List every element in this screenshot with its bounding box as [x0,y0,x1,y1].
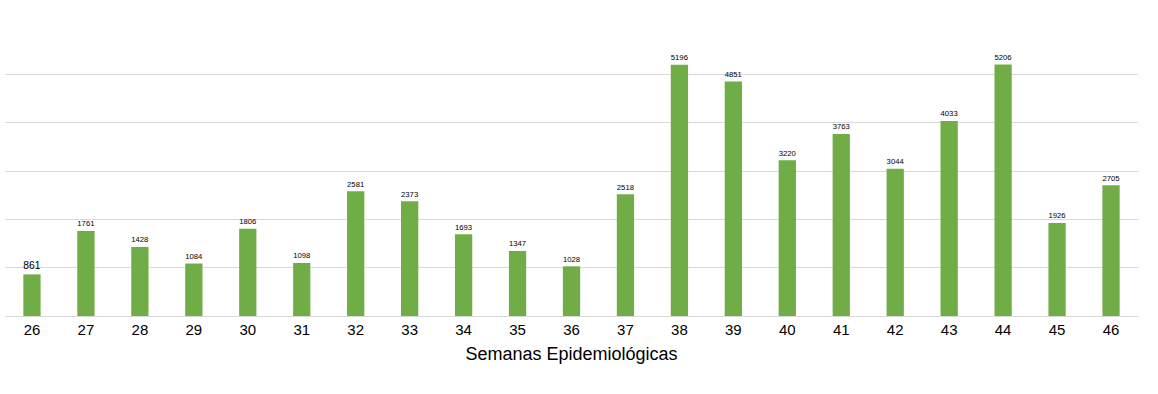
svg-text:1098: 1098 [293,251,310,260]
svg-text:44: 44 [995,321,1012,338]
svg-text:46: 46 [1103,321,1120,338]
svg-text:39: 39 [725,321,742,338]
svg-text:861: 861 [23,260,40,271]
svg-text:5206: 5206 [995,53,1012,62]
svg-text:38: 38 [671,321,688,338]
svg-text:37: 37 [617,321,634,338]
svg-text:1428: 1428 [131,235,148,244]
svg-text:5196: 5196 [671,53,688,62]
svg-text:2705: 2705 [1102,174,1119,183]
svg-text:27: 27 [78,321,95,338]
svg-text:45: 45 [1049,321,1066,338]
svg-text:2373: 2373 [401,190,418,199]
svg-text:4851: 4851 [725,70,742,79]
svg-text:29: 29 [185,321,202,338]
svg-text:41: 41 [833,321,850,338]
svg-text:33: 33 [401,321,418,338]
svg-text:1761: 1761 [77,219,94,228]
svg-text:3220: 3220 [779,149,796,158]
svg-text:1693: 1693 [455,223,472,232]
svg-text:30: 30 [239,321,256,338]
svg-text:2518: 2518 [617,183,634,192]
svg-text:1028: 1028 [563,255,580,264]
svg-text:42: 42 [887,321,904,338]
svg-text:35: 35 [509,321,526,338]
svg-text:3763: 3763 [833,122,850,131]
svg-text:31: 31 [293,321,310,338]
svg-text:Semanas Epidemiológicas: Semanas Epidemiológicas [465,344,677,364]
svg-text:36: 36 [563,321,580,338]
svg-text:3044: 3044 [887,157,905,166]
svg-text:1806: 1806 [239,217,256,226]
svg-text:4033: 4033 [941,109,958,118]
svg-text:1347: 1347 [509,239,526,248]
svg-text:2581: 2581 [347,180,364,189]
svg-text:1926: 1926 [1048,211,1065,220]
svg-text:28: 28 [132,321,149,338]
svg-text:43: 43 [941,321,958,338]
svg-text:40: 40 [779,321,796,338]
svg-text:26: 26 [24,321,41,338]
svg-text:32: 32 [347,321,364,338]
svg-text:1084: 1084 [185,252,203,261]
svg-text:34: 34 [455,321,472,338]
